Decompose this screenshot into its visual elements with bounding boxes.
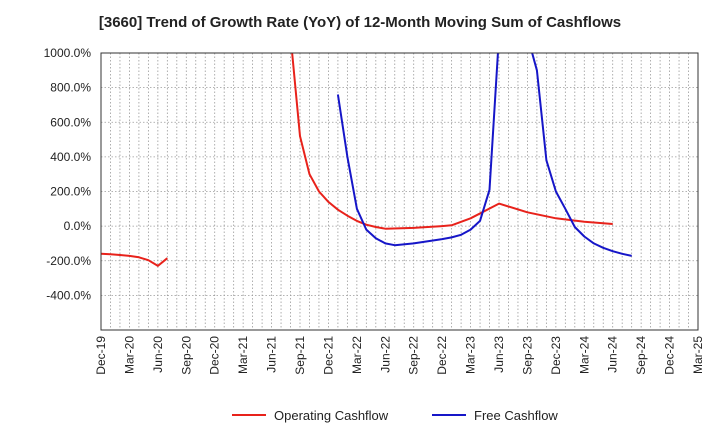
grid-layer xyxy=(101,52,698,330)
x-tick-label: Jun-21 xyxy=(265,336,279,373)
x-tick-label: Dec-20 xyxy=(208,336,222,375)
x-tick-label: Mar-24 xyxy=(577,336,591,374)
series-line-free-cashflow xyxy=(336,53,499,247)
x-tick-label: Dec-24 xyxy=(663,336,677,375)
x-axis: Dec-19 Mar-20 Jun-20 Sep-20 Dec-20 Mar-21 Jun-… xyxy=(94,336,705,375)
x-tick-label: Mar-23 xyxy=(464,336,478,374)
x-tick-label: Jun-22 xyxy=(378,336,392,373)
legend-label: Operating Cashflow xyxy=(274,408,389,423)
x-tick-label: Dec-21 xyxy=(321,336,335,375)
x-tick-label: Sep-23 xyxy=(520,336,534,375)
x-tick-label: Sep-21 xyxy=(293,336,307,375)
legend: Operating Cashflow Free Cashflow xyxy=(232,408,558,423)
x-tick-label: Dec-19 xyxy=(94,336,108,375)
x-tick-label: Jun-20 xyxy=(151,336,165,373)
y-tick-label: 200.0% xyxy=(50,185,91,199)
y-tick-label: -200.0% xyxy=(46,254,91,268)
plot-border xyxy=(100,52,699,331)
x-tick-label: Sep-24 xyxy=(634,336,648,375)
y-tick-label: 0.0% xyxy=(64,219,92,233)
x-tick-label: Mar-21 xyxy=(236,336,250,374)
x-tick-label: Mar-20 xyxy=(122,336,136,374)
x-tick-label: Sep-22 xyxy=(407,336,421,375)
series-line-free-cashflow xyxy=(531,53,632,257)
y-tick-label: 600.0% xyxy=(50,115,91,129)
x-tick-label: Jun-23 xyxy=(492,336,506,373)
chart-title: [3660] Trend of Growth Rate (YoY) of 12-… xyxy=(98,14,622,31)
legend-label: Free Cashflow xyxy=(474,408,558,423)
x-tick-label: Sep-20 xyxy=(179,336,193,375)
x-tick-label: Mar-22 xyxy=(350,336,364,374)
series-line-operating-cashflow xyxy=(291,53,613,230)
y-axis: 1000.0% 800.0% 600.0% 400.0% 200.0% 0.0% -200.… xyxy=(44,46,92,302)
x-tick-label: Dec-22 xyxy=(435,336,449,375)
y-tick-label: 800.0% xyxy=(50,81,91,95)
y-tick-label: 400.0% xyxy=(50,150,91,164)
y-tick-label: -400.0% xyxy=(46,288,91,302)
x-tick-label: Dec-23 xyxy=(549,336,563,375)
series-line-operating-cashflow xyxy=(101,252,168,267)
x-tick-label: Mar-25 xyxy=(691,336,705,374)
y-tick-label: 1000.0% xyxy=(44,46,92,60)
series-layer xyxy=(101,53,632,267)
x-tick-label: Jun-24 xyxy=(606,336,620,373)
